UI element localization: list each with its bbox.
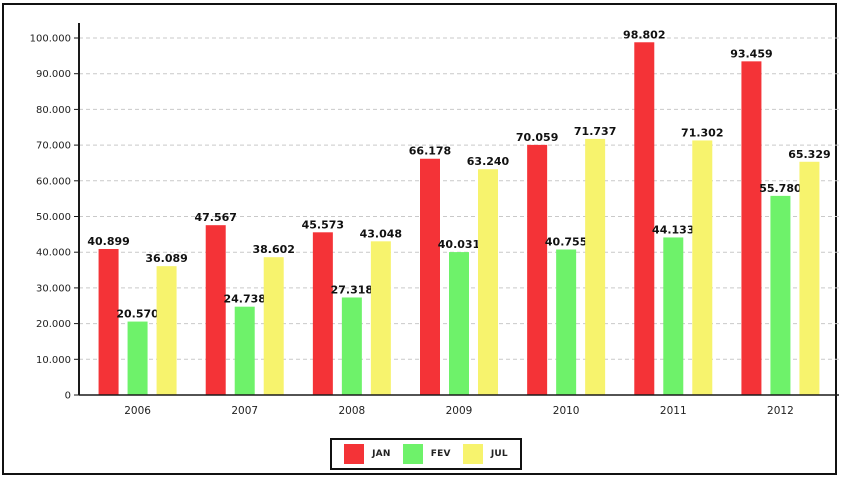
- data-label-jul-2008: 43.048: [360, 227, 402, 240]
- data-label-fev-2007: 24.738: [223, 293, 265, 306]
- x-tick-label: 2006: [124, 405, 151, 417]
- legend-swatch-jul: [462, 444, 483, 464]
- y-tick-label: 20.000: [36, 319, 71, 330]
- data-label-jul-2010: 71.737: [574, 125, 616, 138]
- data-label-fev-2006: 20.570: [116, 308, 159, 321]
- bar-fev-2009: [449, 252, 469, 395]
- bar-jul-2011: [692, 140, 713, 395]
- bar-jul-2012: [799, 161, 820, 395]
- y-tick-label: 30.000: [36, 283, 71, 294]
- data-label-jan-2006: 40.899: [87, 235, 129, 248]
- y-tick-label: 0: [65, 391, 71, 402]
- legend-label-fev: FEV: [430, 449, 451, 459]
- data-label-fev-2009: 40.031: [438, 238, 480, 251]
- legend-item-jan: JAN: [344, 444, 390, 464]
- x-tick-label: 2009: [446, 405, 473, 417]
- y-tick-label: 100.000: [30, 34, 71, 45]
- x-tick-label: 2007: [231, 405, 258, 417]
- data-label-fev-2010: 40.755: [545, 236, 587, 249]
- data-label-jan-2010: 70.059: [516, 131, 558, 144]
- data-label-jul-2011: 71.302: [681, 126, 723, 139]
- bar-fev-2011: [663, 237, 684, 395]
- y-tick-label: 40.000: [36, 248, 71, 259]
- bar-fev-2010: [556, 249, 577, 395]
- data-label-fev-2012: 55.780: [759, 182, 802, 195]
- chart-legend: JAN FEV JUL: [330, 438, 522, 470]
- bar-jan-2007: [205, 225, 226, 395]
- bar-fev-2012: [770, 195, 791, 395]
- bar-jul-2007: [263, 257, 284, 395]
- bar-jan-2010: [527, 144, 548, 395]
- x-tick-label: 2011: [660, 405, 687, 417]
- y-tick-label: 90.000: [36, 69, 71, 80]
- bar-jul-2010: [585, 138, 606, 395]
- bar-jul-2008: [370, 241, 391, 395]
- y-tick-label: 10.000: [36, 355, 71, 366]
- legend-item-jul: JUL: [462, 444, 508, 464]
- legend-label-jan: JAN: [372, 449, 391, 459]
- legend-item-fev: FEV: [402, 444, 451, 464]
- bar-jan-2006: [98, 248, 119, 395]
- data-label-jan-2009: 66.178: [409, 145, 451, 158]
- data-label-jul-2007: 38.602: [252, 243, 294, 256]
- bar-jul-2009: [478, 169, 498, 395]
- data-label-jan-2011: 98.802: [623, 28, 665, 41]
- bar-fev-2008: [341, 297, 362, 395]
- bar-fev-2006: [127, 321, 148, 395]
- data-label-jul-2009: 63.240: [467, 155, 510, 168]
- y-tick-label: 80.000: [36, 105, 71, 116]
- x-tick-label: 2010: [553, 405, 580, 417]
- bar-jan-2012: [741, 61, 762, 395]
- data-label-jan-2008: 45.573: [302, 218, 344, 231]
- bar-jan-2009: [420, 158, 440, 395]
- y-tick-label: 60.000: [36, 176, 71, 187]
- legend-swatch-jan: [344, 444, 365, 464]
- data-label-jan-2007: 47.567: [194, 211, 236, 224]
- data-label-jul-2012: 65.329: [788, 148, 830, 161]
- bar-fev-2007: [234, 306, 255, 395]
- data-label-jul-2006: 36.089: [145, 252, 187, 265]
- data-label-fev-2008: 27.318: [331, 283, 373, 296]
- data-label-fev-2011: 44.133: [652, 223, 694, 236]
- legend-label-jul: JUL: [490, 449, 508, 459]
- data-label-jan-2012: 93.459: [730, 47, 772, 60]
- y-tick-label: 70.000: [36, 141, 71, 152]
- bar-jan-2008: [312, 232, 333, 395]
- x-tick-label: 2012: [767, 405, 794, 417]
- bar-jan-2011: [634, 42, 655, 396]
- x-tick-label: 2008: [338, 405, 365, 417]
- legend-swatch-fev: [402, 444, 423, 464]
- y-tick-label: 50.000: [36, 212, 71, 223]
- bar-jul-2006: [156, 266, 177, 395]
